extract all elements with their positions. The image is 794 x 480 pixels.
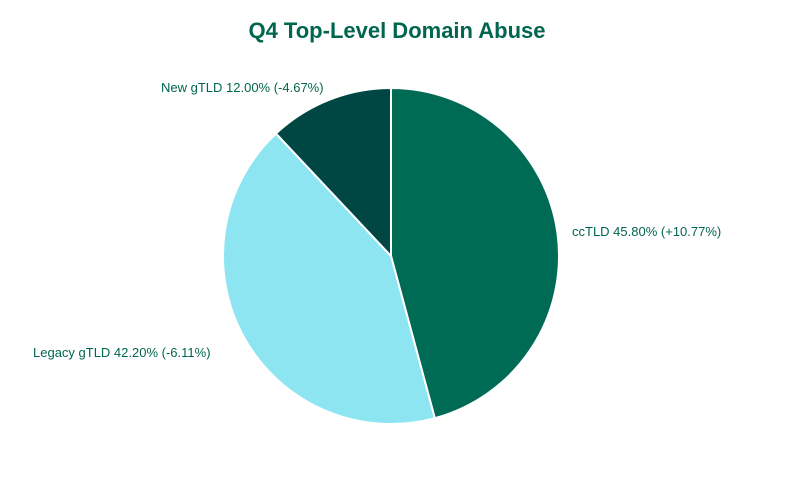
slice-label-2: New gTLD 12.00% (-4.67%): [161, 80, 324, 95]
slice-label-0: ccTLD 45.80% (+10.77%): [572, 224, 721, 239]
pie-slice-0: [390, 86, 560, 420]
pie-slice-2: [274, 86, 392, 259]
slice-label-1: Legacy gTLD 42.20% (-6.11%): [33, 345, 211, 360]
pie-slice-1: [222, 132, 437, 425]
chart-title: Q4 Top-Level Domain Abuse: [248, 18, 546, 43]
